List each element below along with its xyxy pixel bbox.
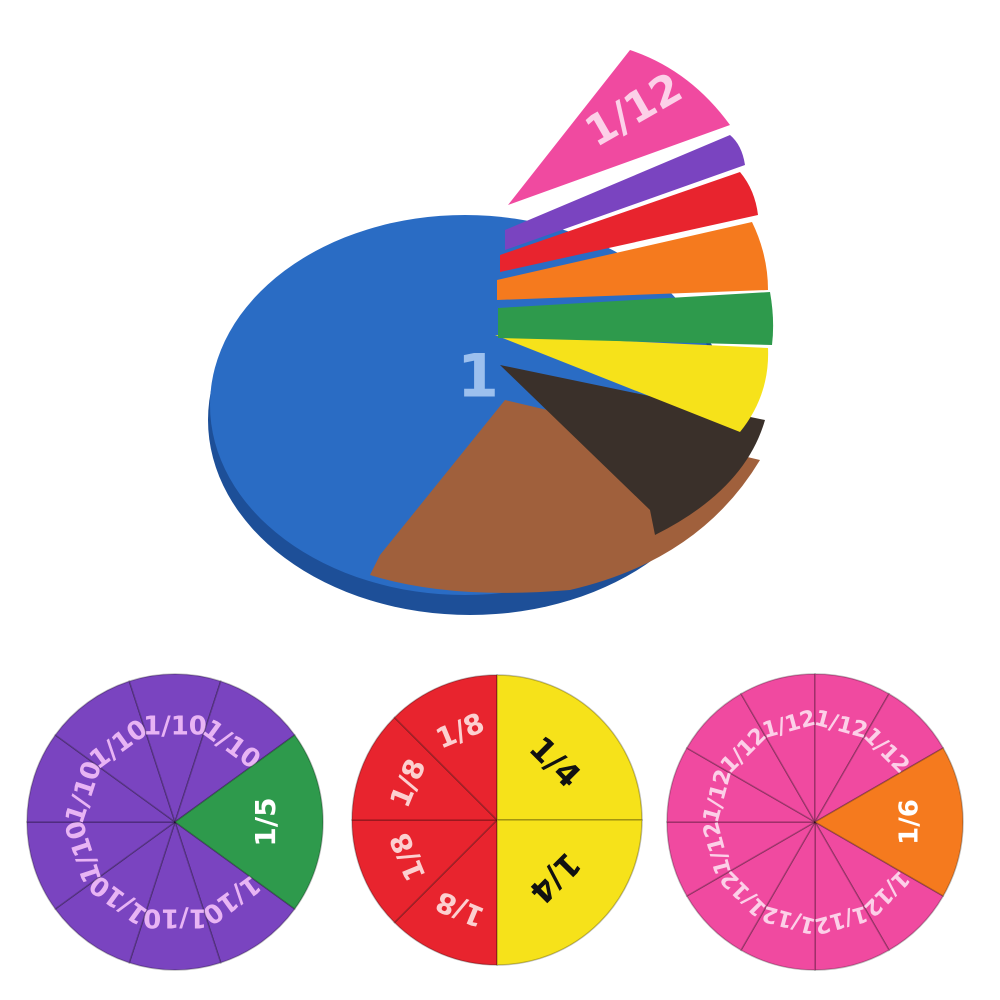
purple-piece: [505, 135, 745, 250]
quarter-piece: [496, 819, 643, 966]
twelfth-piece: [685, 819, 818, 952]
tenth-piece: [54, 680, 177, 824]
eighths-quarters-circle: 1/81/81/81/8 1/41/4: [351, 674, 643, 966]
tenth-piece: [128, 673, 222, 825]
tenth-piece: [54, 820, 177, 964]
green-piece: [498, 292, 774, 345]
twelfth-piece: [685, 692, 818, 825]
eighth-piece: [351, 819, 499, 924]
tenth-label: 1/10: [143, 903, 207, 933]
tenth-piece: [128, 819, 222, 971]
fifth-label: 1/5: [249, 797, 282, 846]
orange-piece: [497, 222, 768, 300]
twelfth-piece: [739, 819, 816, 971]
whole-label: 1: [457, 342, 499, 412]
twelfth-piece: [812, 692, 945, 825]
tenth-label: 1/10: [143, 712, 207, 742]
eighth-piece: [393, 818, 498, 966]
eighth-piece: [393, 674, 498, 822]
twelfth-piece: [812, 819, 945, 952]
twelfth-piece: [739, 673, 816, 825]
twelfth-piece: [666, 746, 818, 823]
twelfth-piece: [814, 819, 891, 971]
twelfth-piece: [814, 673, 891, 825]
tenth-piece: [173, 820, 296, 964]
tenth-piece: [173, 680, 296, 824]
eighth-piece: [351, 716, 499, 821]
sixth-label: 1/6: [895, 799, 925, 845]
sixth-piece: [813, 746, 964, 898]
tenths-circle: 1/101/101/101/101/101/101/101/101/5: [26, 673, 324, 971]
twelfth-piece: [666, 821, 818, 898]
yellow-piece: [495, 335, 769, 432]
twelfths-circle: 1/121/121/121/121/121/121/121/121/121/12…: [666, 673, 964, 971]
pink-piece: [508, 50, 730, 205]
red-piece: [500, 172, 758, 272]
stacked-fraction-pieces: 11/12: [208, 50, 774, 615]
tenth-piece: [26, 821, 178, 911]
tenth-piece: [26, 733, 178, 823]
quarter-piece: [496, 674, 643, 821]
fifth-piece: [173, 733, 324, 911]
